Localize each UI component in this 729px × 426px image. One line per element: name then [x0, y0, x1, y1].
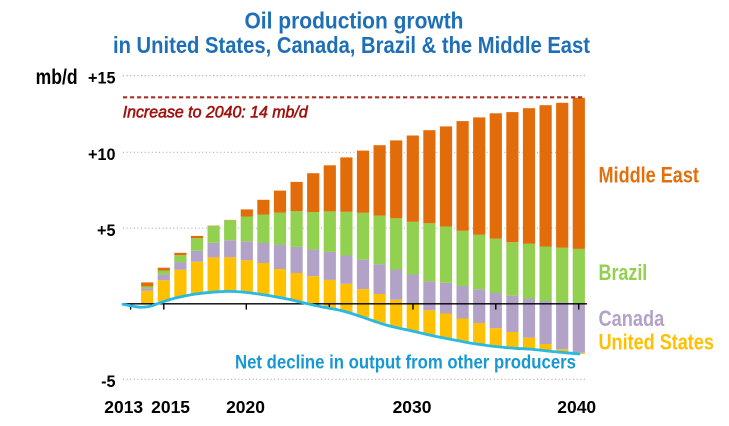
- svg-text:Canada: Canada: [599, 306, 665, 331]
- svg-text:2015: 2015: [151, 397, 190, 417]
- svg-text:+10: +10: [88, 146, 115, 164]
- svg-text:Brazil: Brazil: [599, 260, 648, 285]
- svg-text:mb/d: mb/d: [36, 66, 78, 89]
- svg-text:2020: 2020: [226, 397, 265, 417]
- svg-text:-5: -5: [101, 373, 115, 391]
- svg-text:+5: +5: [97, 222, 115, 240]
- svg-text:Net decline in output from oth: Net decline in output from other produce…: [235, 351, 576, 373]
- svg-text:United States: United States: [599, 330, 714, 355]
- svg-text:2013: 2013: [104, 397, 143, 417]
- svg-text:2040: 2040: [557, 397, 596, 417]
- svg-text:+15: +15: [88, 70, 115, 88]
- svg-text:Middle East: Middle East: [599, 163, 700, 188]
- svg-text:Oil production growth: Oil production growth: [245, 7, 464, 33]
- svg-text:Increase to 2040: 14 mb/d: Increase to 2040: 14 mb/d: [123, 103, 309, 122]
- svg-text:2030: 2030: [393, 397, 432, 417]
- svg-text:in United States, Canada, Braz: in United States, Canada, Brazil & the M…: [113, 32, 590, 58]
